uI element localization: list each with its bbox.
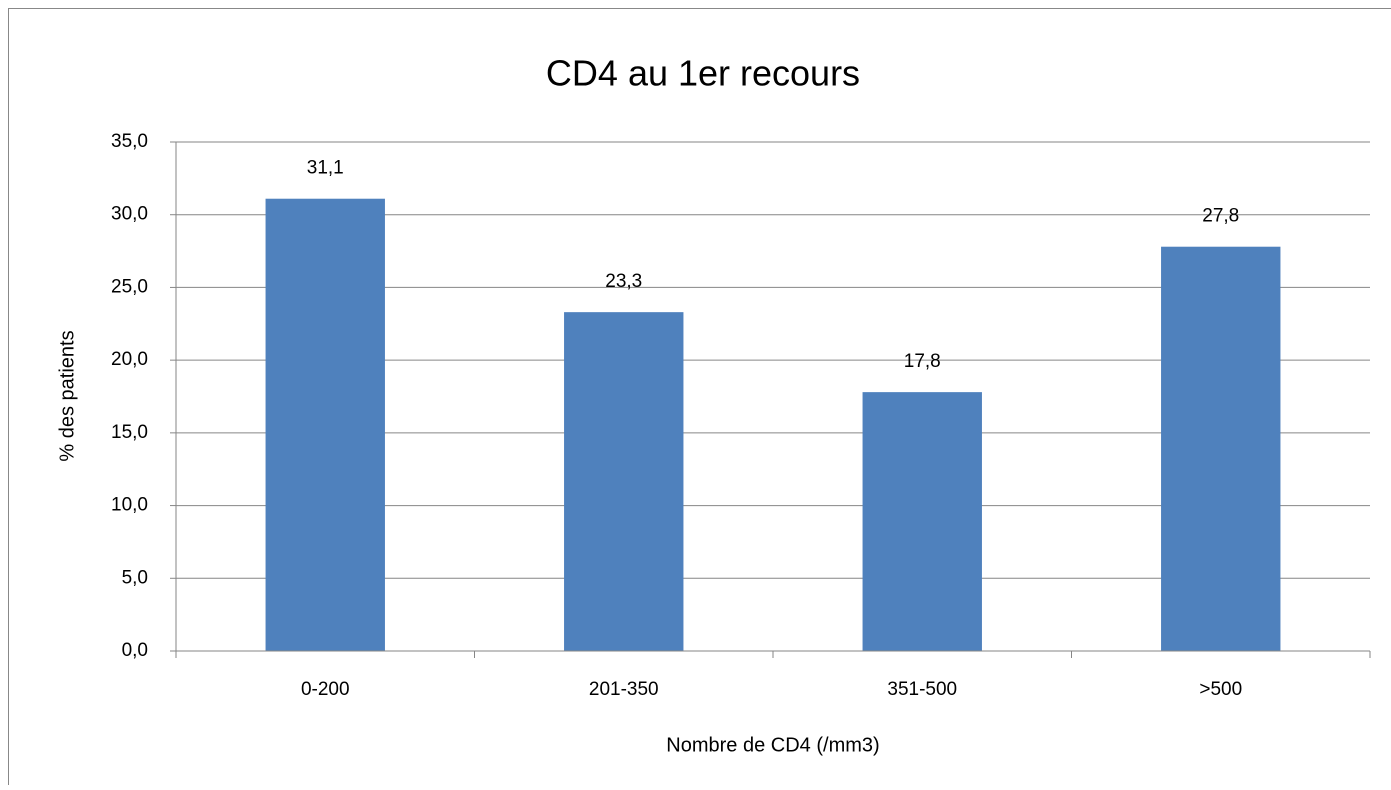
data-label: 27,8 bbox=[1202, 206, 1239, 227]
y-tick-label: 10,0 bbox=[111, 495, 148, 516]
x-tick-label: >500 bbox=[1199, 679, 1242, 700]
x-axis-label: Nombre de CD4 (/mm3) bbox=[666, 734, 879, 756]
x-tick-label: 351-500 bbox=[887, 679, 957, 700]
y-tick-label: 0,0 bbox=[122, 640, 148, 661]
bar bbox=[863, 392, 982, 651]
y-tick-label: 25,0 bbox=[111, 276, 148, 297]
bar bbox=[564, 312, 683, 651]
bar bbox=[266, 199, 385, 651]
y-tick-label: 20,0 bbox=[111, 349, 148, 370]
data-label: 23,3 bbox=[605, 271, 642, 292]
x-tick-label: 0-200 bbox=[301, 679, 350, 700]
y-tick-label: 5,0 bbox=[122, 567, 148, 588]
y-tick-label: 35,0 bbox=[111, 131, 148, 152]
data-label: 17,8 bbox=[904, 351, 941, 372]
data-label: 31,1 bbox=[307, 158, 344, 179]
y-tick-label: 30,0 bbox=[111, 204, 148, 225]
chart-title: CD4 au 1er recours bbox=[546, 53, 860, 94]
x-tick-label: 201-350 bbox=[589, 679, 659, 700]
y-axis-label: % des patients bbox=[56, 330, 78, 461]
bar bbox=[1161, 247, 1280, 651]
y-tick-label: 15,0 bbox=[111, 422, 148, 443]
